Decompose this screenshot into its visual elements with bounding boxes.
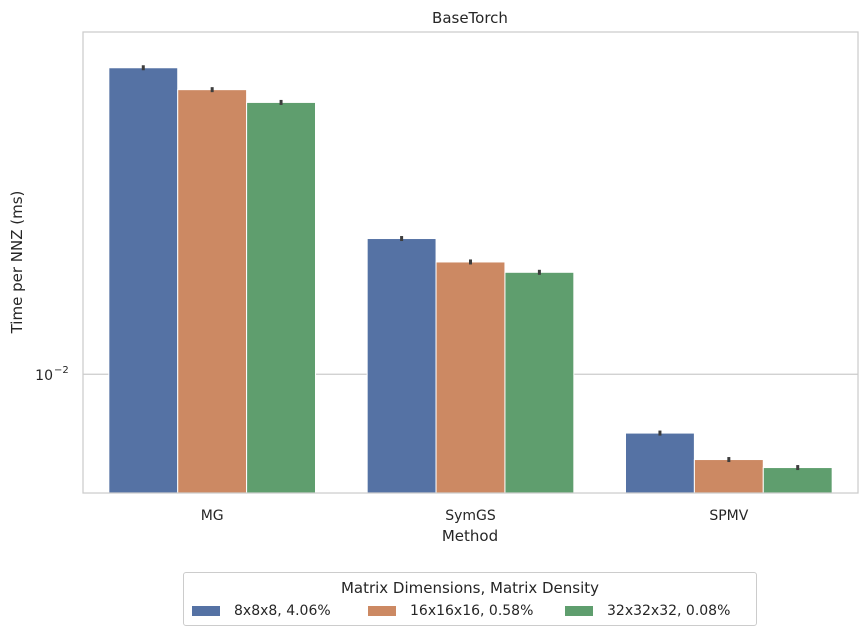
bar-mg-series-3 — [246, 101, 316, 494]
bar-symgs-series-2 — [435, 261, 506, 494]
bar-spmv-series-2 — [693, 459, 764, 494]
legend-label-2: 16x16x16, 0.58% — [410, 603, 534, 619]
legend-title: Matrix Dimensions, Matrix Density — [340, 579, 600, 597]
legend-item-2: 16x16x16, 0.58% — [368, 603, 533, 619]
chart-title: BaseTorch — [432, 9, 508, 27]
legend-item-3: 32x32x32, 0.08% — [565, 603, 730, 619]
y-tick-exponent-1: −2 — [54, 365, 69, 376]
legend: Matrix Dimensions, Matrix Density 8x8x8,… — [183, 572, 757, 626]
bar-symgs-series-3 — [504, 271, 575, 494]
x-tick-label-symgs: SymGS — [445, 508, 496, 524]
legend-label-1: 8x8x8, 4.06% — [234, 603, 331, 619]
legend-swatch-1 — [192, 606, 220, 616]
bar-mg-series-2 — [177, 89, 248, 494]
bar-spmv-series-3 — [762, 467, 833, 494]
legend-swatch-3 — [565, 606, 593, 616]
bar-spmv-series-1 — [625, 432, 695, 494]
legend-label-3: 32x32x32, 0.08% — [607, 603, 731, 619]
bar-symgs-series-1 — [366, 238, 437, 494]
plot-frame — [82, 31, 859, 494]
y-tick-label-1: 10 — [35, 368, 53, 384]
x-axis-label: Method — [442, 527, 498, 545]
legend-item-1: 8x8x8, 4.06% — [192, 603, 331, 619]
x-tick-label-mg: MG — [201, 508, 224, 524]
x-tick-label-spmv: SPMV — [709, 508, 748, 524]
bar-mg-series-1 — [108, 67, 179, 494]
legend-swatch-2 — [368, 606, 396, 616]
y-axis-label: Time per NNZ (ms) — [8, 191, 26, 335]
